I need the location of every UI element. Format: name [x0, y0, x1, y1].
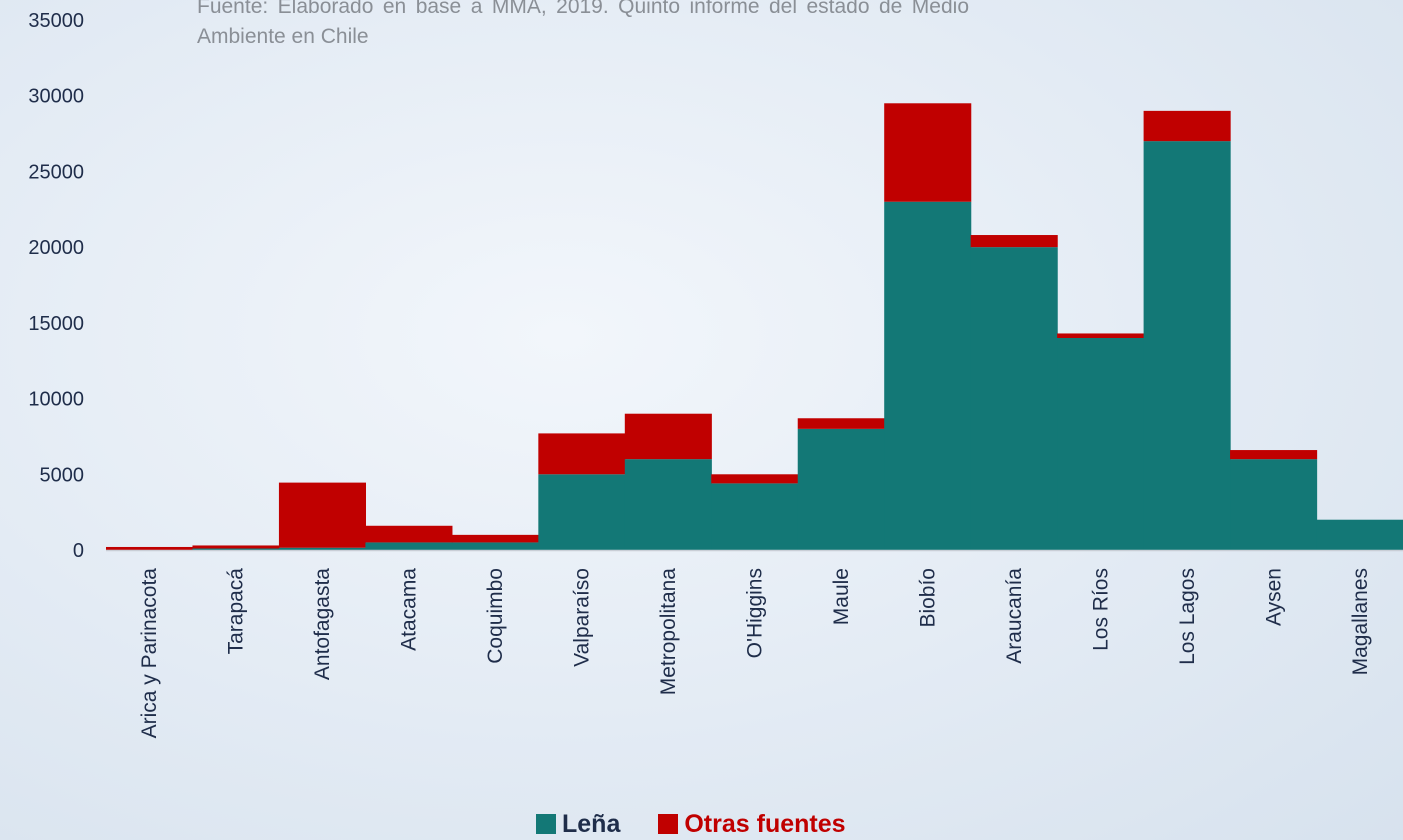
x-tick-label: Tarapacá — [225, 568, 248, 655]
bar-lena — [365, 542, 453, 550]
x-tick-label: Aysen — [1262, 568, 1285, 626]
y-tick-label: 5000 — [40, 464, 85, 486]
x-tick-label: Maule — [830, 568, 853, 625]
bar-lena — [1230, 459, 1318, 550]
x-tick-label: Los Lagos — [1176, 568, 1199, 665]
bar-otras-fuentes — [278, 482, 366, 548]
bar-otras-fuentes — [365, 525, 453, 543]
x-tick-label: Metropolitana — [657, 568, 680, 696]
bar-otras-fuentes — [1143, 110, 1231, 142]
y-tick-label: 0 — [73, 540, 84, 562]
x-tick-label: Valparaíso — [571, 568, 594, 667]
bar-lena — [192, 548, 280, 550]
bar-lena — [884, 201, 972, 550]
x-tick-label: Arica y Parinacota — [138, 568, 161, 739]
legend-swatch-otras — [658, 814, 679, 834]
bar-lena — [538, 474, 626, 550]
x-tick-label: Biobío — [916, 568, 939, 628]
bar-otras-fuentes — [1057, 333, 1145, 338]
bar-lena — [970, 247, 1058, 550]
bar-otras-fuentes — [538, 433, 626, 475]
bar-otras-fuentes — [106, 546, 194, 550]
bar-lena — [1316, 519, 1403, 550]
bar-otras-fuentes — [624, 413, 712, 460]
x-tick-label: Los Ríos — [1089, 568, 1112, 651]
bar-otras-fuentes — [451, 534, 539, 543]
legend-label-lena: Leña — [562, 809, 621, 838]
bar-lena — [451, 542, 539, 550]
bar-otras-fuentes — [192, 545, 280, 549]
x-tick-label: Antofagasta — [311, 568, 334, 680]
source-note: Fuente: Elaborado en base a MMA, 2019. Q… — [197, 0, 969, 48]
legend: Leña Otras fuentes — [536, 808, 884, 840]
bar-otras-fuentes — [970, 235, 1058, 248]
bar-lena — [1143, 141, 1231, 550]
y-tick-label: 10000 — [28, 389, 84, 411]
legend-swatch-lena — [536, 814, 556, 834]
legend-label-otras: Otras fuentes — [684, 809, 846, 838]
bar-lena — [711, 483, 799, 550]
bar-lena — [797, 428, 885, 550]
y-tick-label: 15000 — [28, 313, 84, 335]
bar-otras-fuentes — [1230, 450, 1318, 460]
bar-otras-fuentes — [711, 474, 799, 484]
legend-item-lena: Leña — [536, 810, 620, 839]
x-tick-label: Atacama — [398, 568, 421, 651]
legend-item-otras: Otras fuentes — [658, 809, 846, 839]
y-tick-label: 20000 — [28, 237, 84, 259]
y-tick-label: 30000 — [28, 86, 84, 108]
x-tick-label: Magallanes — [1349, 568, 1372, 675]
bar-lena — [278, 547, 366, 550]
y-tick-label: 25000 — [28, 161, 84, 183]
x-tick-label: O'Higgins — [744, 568, 767, 658]
bar-lena — [1057, 338, 1145, 550]
bar-lena — [624, 459, 712, 550]
y-tick-label: 35000 — [28, 10, 84, 32]
bar-otras-fuentes — [797, 418, 885, 429]
bar-otras-fuentes — [884, 103, 972, 202]
x-tick-label: Araucanía — [1003, 568, 1026, 664]
x-tick-label: Coquimbo — [484, 568, 507, 664]
